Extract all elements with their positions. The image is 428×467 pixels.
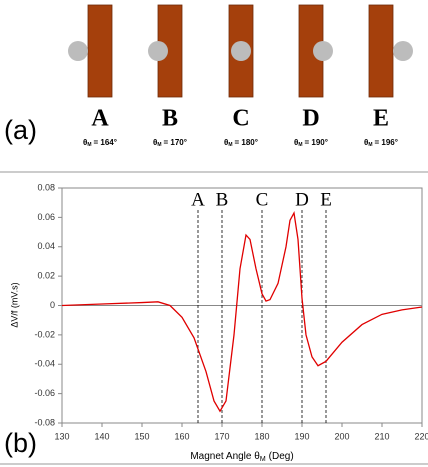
angle-label: θM = 190° [294,138,328,148]
angle-label: θM = 180° [224,138,258,148]
angle-text: = 170° [164,138,187,147]
x-label-unit: (Deg) [269,451,294,462]
marker-label: C [256,189,269,210]
y-tick-label: 0 [50,300,55,310]
theta: θ [294,138,298,147]
x-label-text: Magnet Angle θ [190,451,260,462]
y-tick-label: 0.06 [37,212,55,222]
theta: θ [83,138,87,147]
angle-text: = 190° [305,138,328,147]
theta: θ [153,138,157,147]
y-tick-label: 0.04 [37,241,55,251]
theta: θ [224,138,228,147]
y-tick-label: 0.02 [37,271,55,281]
config-letter: E [373,106,389,132]
y-tick-label: -0.06 [34,388,55,398]
x-tick-label: 220 [414,431,428,441]
config-letter: C [232,106,249,132]
data-line [61,210,423,413]
y-tick-label: -0.04 [34,359,55,369]
theta-sub: M [228,142,232,148]
y-tick-label: -0.08 [34,417,55,427]
config-letter: A [91,106,109,132]
panel-label: (b) [4,428,37,458]
magnet [87,4,113,98]
x-tick-label: 170 [214,431,229,441]
angle-text: = 196° [375,138,398,147]
config-letter: B [162,106,178,132]
angle-label: θM = 164° [83,138,117,148]
x-label-sub: M [260,456,266,463]
angle-text: = 180° [235,138,258,147]
x-tick-label: 190 [294,431,309,441]
x-tick-label: 130 [54,431,69,441]
y-axis-label: ΔV/f (mV.s) [9,282,19,327]
ball [148,41,168,61]
x-axis-label: Magnet Angle θM (Deg) [190,451,293,463]
angle-label: θM = 196° [364,138,398,148]
x-tick-label: 180 [254,431,269,441]
panel-label: (a) [4,115,37,145]
marker-label: D [295,189,309,210]
ball [313,41,333,61]
theta-sub: M [298,142,302,148]
angle-text: = 164° [94,138,117,147]
y-tick-label: 0.08 [37,182,55,192]
magnet [368,4,394,98]
ball [68,41,88,61]
marker-label: A [191,189,205,210]
x-tick-label: 200 [334,431,349,441]
theta: θ [364,138,368,147]
ball [231,41,251,61]
ball [393,41,413,61]
config-letter: D [302,106,319,132]
x-tick-label: 150 [134,431,149,441]
x-tick-label: 210 [374,431,389,441]
x-tick-label: 140 [94,431,109,441]
y-tick-label: -0.02 [34,329,55,339]
marker-label: B [216,189,229,210]
marker-label: E [320,189,332,210]
theta-sub: M [157,142,161,148]
x-tick-label: 160 [174,431,189,441]
theta-sub: M [87,142,91,148]
angle-label: θM = 170° [153,138,187,148]
theta-sub: M [368,142,372,148]
